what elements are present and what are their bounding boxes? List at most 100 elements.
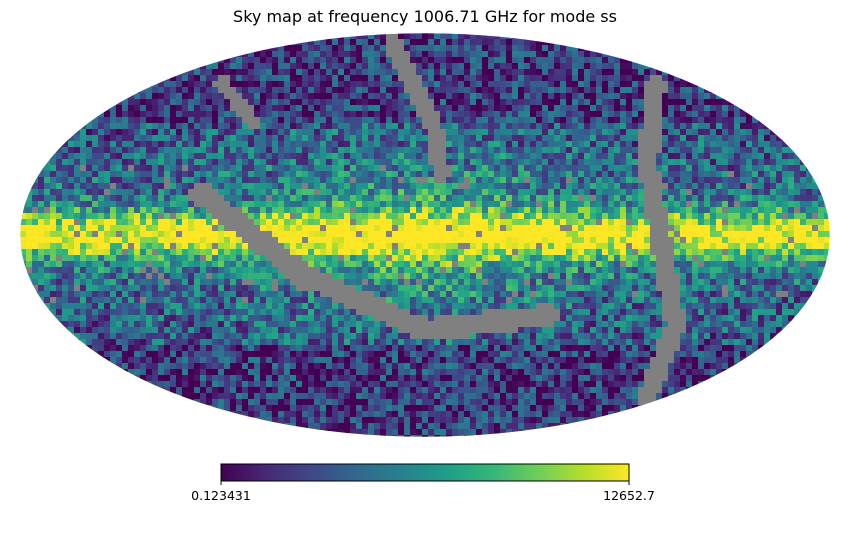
sky-pixel [290, 57, 297, 64]
sky-pixel [326, 249, 333, 256]
sky-pixel [50, 159, 57, 166]
sky-pixel [686, 153, 693, 160]
sky-pixel [536, 111, 543, 118]
sky-pixel [410, 129, 417, 136]
sky-pixel [230, 249, 237, 256]
sky-pixel [758, 249, 765, 256]
sky-pixel [518, 177, 525, 184]
sky-pixel [392, 189, 399, 196]
sky-pixel [500, 207, 507, 214]
sky-pixel [452, 255, 459, 262]
sky-pixel [314, 75, 321, 82]
masked-pixel [296, 273, 303, 280]
sky-pixel [482, 225, 489, 232]
sky-pixel [290, 69, 297, 76]
sky-pixel [194, 249, 201, 256]
sky-pixel [470, 93, 477, 100]
sky-pixel [740, 261, 747, 268]
sky-pixel [290, 243, 297, 250]
sky-pixel [206, 165, 213, 172]
sky-pixel [392, 159, 399, 166]
sky-pixel [308, 249, 315, 256]
sky-pixel [296, 147, 303, 154]
sky-pixel [152, 285, 159, 292]
sky-pixel [680, 249, 687, 256]
masked-pixel [254, 225, 261, 232]
sky-pixel [62, 195, 69, 202]
sky-pixel [668, 105, 675, 112]
sky-pixel [146, 207, 153, 214]
sky-pixel [302, 57, 309, 64]
sky-pixel [56, 237, 63, 244]
sky-pixel [62, 249, 69, 256]
sky-pixel [146, 141, 153, 148]
sky-pixel [638, 225, 645, 232]
sky-pixel [464, 153, 471, 160]
sky-pixel [680, 123, 687, 130]
masked-pixel [416, 93, 423, 100]
sky-pixel [410, 141, 417, 148]
sky-pixel [530, 111, 537, 118]
sky-pixel [404, 243, 411, 250]
sky-pixel [608, 225, 615, 232]
sky-pixel [620, 105, 627, 112]
sky-pixel [284, 285, 291, 292]
sky-pixel [122, 189, 129, 196]
sky-pixel [740, 267, 747, 274]
sky-pixel [458, 195, 465, 202]
sky-pixel [596, 243, 603, 250]
sky-pixel [74, 237, 81, 244]
sky-pixel [410, 237, 417, 244]
sky-pixel [518, 141, 525, 148]
sky-pixel [146, 279, 153, 286]
sky-pixel [440, 51, 447, 58]
sky-pixel [728, 135, 735, 142]
sky-pixel [392, 213, 399, 220]
sky-pixel [224, 129, 231, 136]
sky-pixel [638, 57, 645, 64]
sky-pixel [710, 201, 717, 208]
sky-pixel [338, 177, 345, 184]
sky-pixel [350, 51, 357, 58]
sky-pixel [650, 261, 657, 268]
sky-pixel [494, 177, 501, 184]
sky-pixel [176, 243, 183, 250]
sky-pixel [578, 135, 585, 142]
sky-pixel [536, 99, 543, 106]
sky-pixel [710, 231, 717, 238]
sky-pixel [674, 105, 681, 112]
sky-pixel [806, 201, 813, 208]
sky-pixel [470, 63, 477, 70]
sky-pixel [572, 207, 579, 214]
sky-pixel [362, 159, 369, 166]
sky-pixel [332, 129, 339, 136]
sky-pixel [392, 201, 399, 208]
sky-pixel [566, 141, 573, 148]
masked-pixel [656, 201, 663, 208]
sky-pixel [422, 57, 429, 64]
sky-pixel [758, 171, 765, 178]
sky-pixel [554, 165, 561, 172]
sky-pixel [356, 57, 363, 64]
sky-pixel [656, 165, 663, 172]
sky-pixel [146, 219, 153, 226]
sky-pixel [290, 171, 297, 178]
sky-pixel [380, 141, 387, 148]
sky-pixel [770, 249, 777, 256]
sky-pixel [164, 225, 171, 232]
sky-pixel [770, 207, 777, 214]
sky-pixel [554, 135, 561, 142]
masked-pixel [656, 105, 663, 112]
sky-pixel [344, 261, 351, 268]
sky-pixel [380, 183, 387, 190]
sky-pixel [770, 147, 777, 154]
sky-pixel [116, 171, 123, 178]
sky-pixel [752, 123, 759, 130]
sky-pixel [464, 81, 471, 88]
sky-pixel [554, 219, 561, 226]
sky-pixel [488, 63, 495, 70]
sky-pixel [488, 57, 495, 64]
sky-pixel [506, 99, 513, 106]
sky-pixel [176, 249, 183, 256]
sky-pixel [440, 99, 447, 106]
